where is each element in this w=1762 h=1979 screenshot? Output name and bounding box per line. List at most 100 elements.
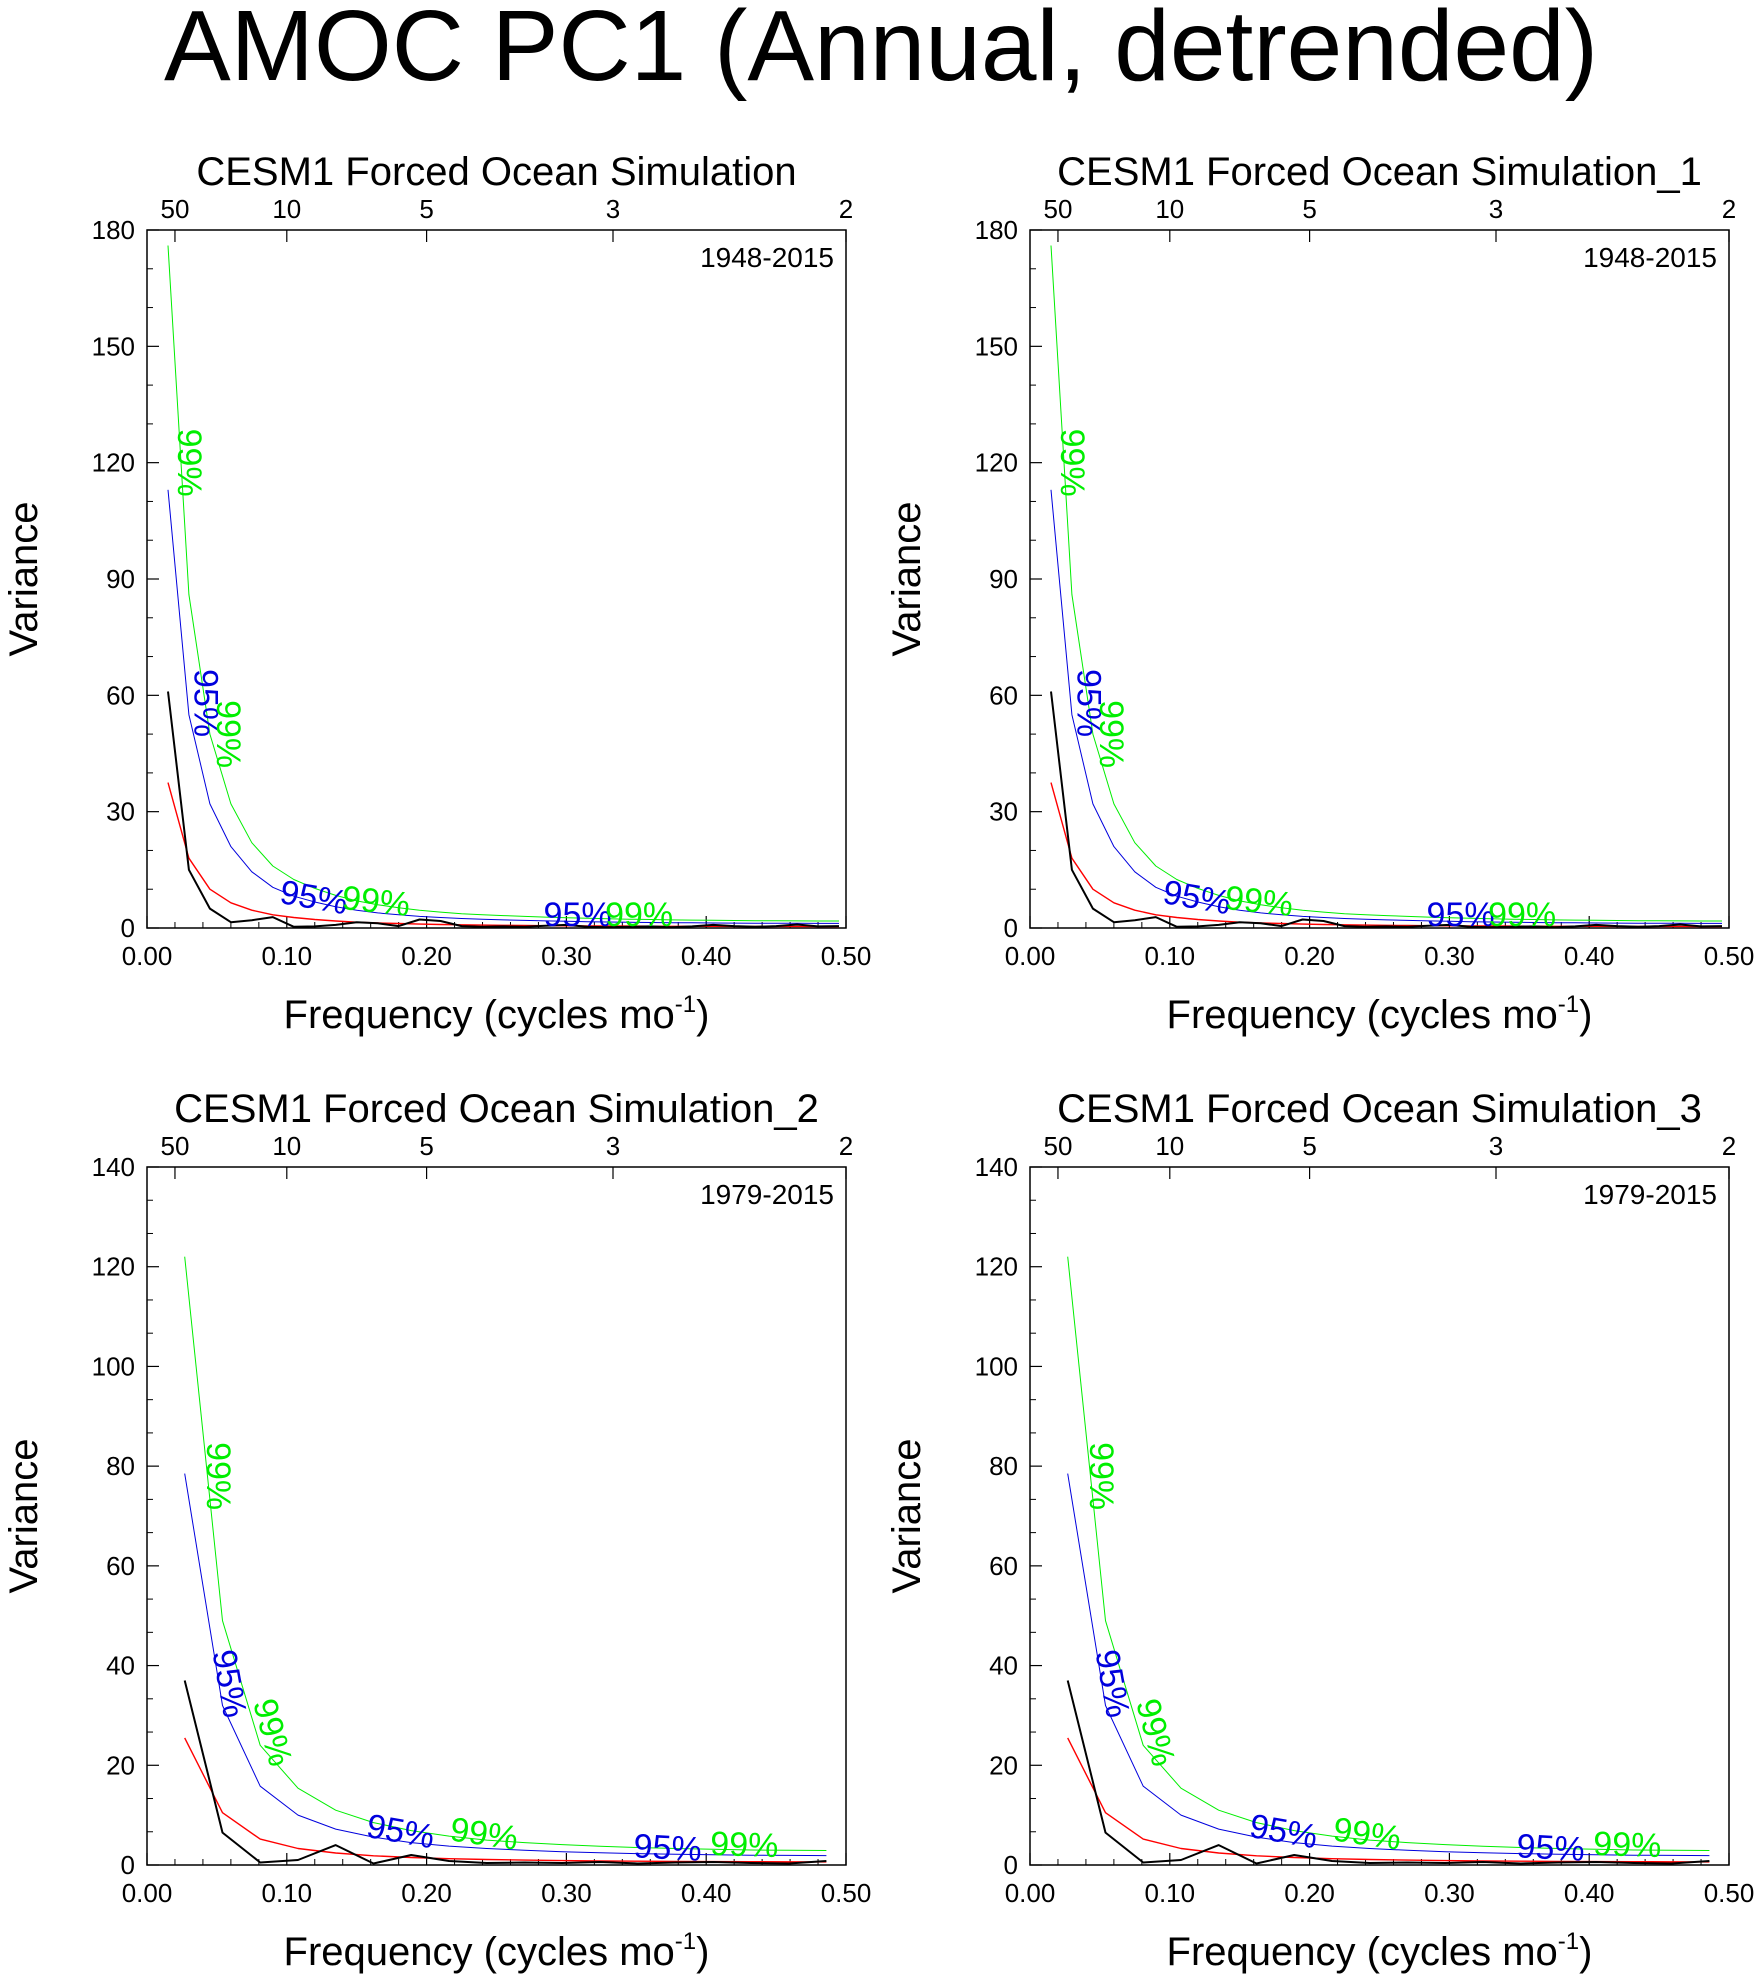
x-axis-label-main: Frequency (cycles mo (1167, 993, 1558, 1037)
y-tick-label: 140 (975, 1152, 1018, 1182)
series-line-ci99 (1067, 1256, 1710, 1851)
y-tick-label: 0 (1004, 1850, 1018, 1880)
x-axis-label-superscript: -1 (1558, 991, 1579, 1018)
x-tick-label: 0.10 (1144, 1878, 1195, 1908)
top-period-label: 50 (1043, 1131, 1072, 1161)
y-tick-label: 40 (106, 1651, 135, 1681)
significance-label: 95% (1516, 1827, 1586, 1869)
plot-frame (146, 229, 847, 929)
plot-frame (146, 1166, 847, 1866)
chart-panel-2: CESM1 Forced Ocean Simulation_2 1979-2015… (2, 1087, 871, 1974)
x-tick-label: 0.30 (541, 941, 592, 971)
x-axis-label: Frequency (cycles mo-1) (1167, 991, 1593, 1037)
top-period-label: 2 (839, 1131, 853, 1161)
x-axis-label-close: ) (696, 1930, 709, 1974)
series-line-ci99 (184, 1256, 827, 1851)
y-tick-label: 0 (1004, 913, 1018, 943)
y-tick-label: 120 (975, 1252, 1018, 1282)
panel-title: CESM1 Forced Ocean Simulation_2 (174, 1087, 819, 1131)
x-tick-label: 0.20 (401, 941, 452, 971)
top-period-label: 3 (606, 1131, 620, 1161)
x-axis-label-superscript: -1 (1558, 1928, 1579, 1955)
x-axis-label-superscript: -1 (675, 991, 696, 1018)
significance-label: 95% (364, 1807, 438, 1856)
y-tick-label: 0 (121, 1850, 135, 1880)
top-period-label: 50 (1043, 194, 1072, 224)
y-tick-label: 150 (975, 331, 1018, 361)
plot-frame (1029, 1166, 1730, 1866)
series-line-ci95 (1050, 489, 1722, 924)
y-tick-label: 60 (106, 1551, 135, 1581)
y-tick-label: 180 (975, 215, 1018, 245)
x-tick-label: 0.10 (261, 1878, 312, 1908)
y-tick-label: 120 (975, 448, 1018, 478)
significance-label: 99% (605, 896, 673, 934)
chart-panel-3: CESM1 Forced Ocean Simulation_3 1979-2015… (885, 1087, 1754, 1974)
x-axis-label-superscript: -1 (675, 1928, 696, 1955)
x-tick-label: 0.30 (1424, 941, 1475, 971)
plot-frame (1029, 229, 1730, 929)
series-line-ci95 (1067, 1473, 1710, 1857)
top-period-label: 3 (606, 194, 620, 224)
significance-label: 99% (1223, 879, 1295, 924)
chart-panel-1: CESM1 Forced Ocean Simulation_1 1948-2015… (885, 150, 1754, 1037)
top-period-label: 10 (272, 1131, 301, 1161)
y-tick-label: 140 (92, 1152, 135, 1182)
chart-panel-0: CESM1 Forced Ocean Simulation 1948-2015 0.… (2, 150, 871, 1037)
y-tick-label: 30 (989, 797, 1018, 827)
y-tick-label: 60 (106, 680, 135, 710)
y-tick-label: 80 (989, 1451, 1018, 1481)
period-label: 1948-2015 (1583, 242, 1717, 273)
significance-label: 95% (633, 1827, 703, 1869)
significance-label: 99% (1053, 429, 1091, 497)
x-tick-label: 0.50 (821, 941, 872, 971)
series-line-spectrum (1050, 691, 1723, 929)
panel-title: CESM1 Forced Ocean Simulation (196, 150, 796, 194)
x-tick-label: 0.00 (122, 941, 173, 971)
significance-label: 95% (1427, 896, 1495, 934)
significance-label: 99% (340, 879, 412, 924)
x-axis-label-main: Frequency (cycles mo (1167, 1930, 1558, 1974)
y-tick-label: 90 (106, 564, 135, 594)
y-tick-label: 20 (989, 1750, 1018, 1780)
x-axis-label: Frequency (cycles mo-1) (284, 1928, 710, 1974)
y-tick-label: 60 (989, 680, 1018, 710)
top-period-label: 2 (1722, 194, 1736, 224)
series-line-ci95 (184, 1473, 827, 1857)
y-tick-label: 0 (121, 913, 135, 943)
y-tick-label: 80 (106, 1451, 135, 1481)
period-label: 1979-2015 (700, 1179, 834, 1210)
significance-label: 99% (245, 1695, 299, 1771)
y-tick-label: 20 (106, 1750, 135, 1780)
top-period-label: 5 (419, 194, 433, 224)
series-line-red_noise (167, 782, 839, 928)
x-tick-label: 0.10 (261, 941, 312, 971)
significance-label: 95% (1088, 1647, 1137, 1721)
significance-label: 99% (209, 700, 247, 768)
top-period-label: 50 (160, 1131, 189, 1161)
x-axis-label-main: Frequency (cycles mo (284, 993, 675, 1037)
y-tick-label: 90 (989, 564, 1018, 594)
x-tick-label: 0.50 (821, 1878, 872, 1908)
significance-label: 99% (710, 1825, 779, 1865)
top-period-label: 10 (1155, 1131, 1184, 1161)
y-axis-label: Variance (2, 1439, 46, 1594)
top-period-label: 2 (839, 194, 853, 224)
x-axis-label-close: ) (1579, 1930, 1592, 1974)
x-tick-label: 0.40 (1564, 941, 1615, 971)
page-title: AMOC PC1 (Annual, detrended) (163, 0, 1599, 102)
x-axis-label-main: Frequency (cycles mo (284, 1930, 675, 1974)
significance-label: 99% (1082, 1442, 1120, 1510)
top-period-label: 3 (1489, 194, 1503, 224)
x-axis-label-close: ) (696, 993, 709, 1037)
panel-title: CESM1 Forced Ocean Simulation_3 (1057, 1087, 1702, 1131)
x-tick-label: 0.50 (1704, 1878, 1755, 1908)
x-tick-label: 0.30 (541, 1878, 592, 1908)
significance-label: 95% (1070, 669, 1108, 737)
x-tick-label: 0.30 (1424, 1878, 1475, 1908)
top-period-label: 10 (1155, 194, 1184, 224)
series-line-ci99 (1050, 245, 1722, 922)
y-tick-label: 120 (92, 448, 135, 478)
top-period-label: 2 (1722, 1131, 1736, 1161)
